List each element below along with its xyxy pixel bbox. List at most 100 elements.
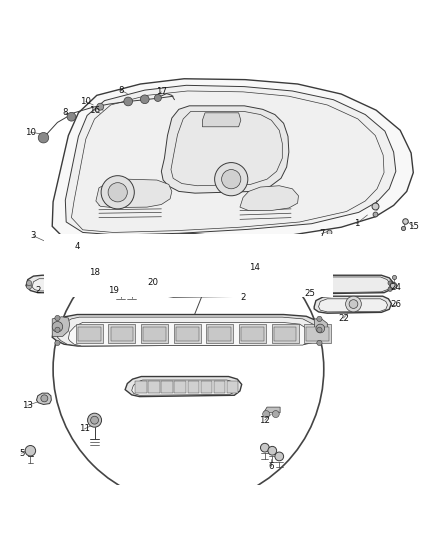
Polygon shape — [374, 279, 385, 290]
Polygon shape — [52, 317, 70, 336]
Circle shape — [246, 290, 251, 295]
Polygon shape — [65, 85, 396, 235]
Polygon shape — [76, 324, 103, 343]
Polygon shape — [206, 324, 233, 343]
Text: 6: 6 — [268, 462, 274, 471]
Circle shape — [106, 285, 112, 289]
Circle shape — [52, 321, 63, 332]
Polygon shape — [211, 285, 219, 294]
Polygon shape — [337, 279, 347, 290]
Polygon shape — [68, 322, 311, 346]
Text: 13: 13 — [22, 401, 33, 410]
Polygon shape — [70, 280, 78, 289]
Circle shape — [388, 281, 392, 285]
Circle shape — [141, 95, 149, 103]
Text: 25: 25 — [304, 289, 315, 298]
Text: 10: 10 — [25, 127, 36, 136]
Polygon shape — [185, 285, 193, 294]
Polygon shape — [77, 262, 272, 287]
Text: 16: 16 — [89, 106, 100, 115]
Polygon shape — [135, 381, 147, 393]
Polygon shape — [143, 327, 166, 341]
Polygon shape — [109, 324, 135, 343]
Text: 22: 22 — [338, 313, 349, 322]
Polygon shape — [167, 285, 175, 294]
Polygon shape — [202, 113, 241, 127]
Text: 14: 14 — [249, 263, 260, 272]
Circle shape — [55, 340, 60, 345]
Text: 18: 18 — [89, 268, 100, 277]
Circle shape — [222, 169, 241, 189]
Polygon shape — [194, 285, 201, 294]
Polygon shape — [176, 327, 198, 341]
Circle shape — [101, 176, 134, 209]
Circle shape — [261, 443, 269, 452]
Polygon shape — [313, 279, 323, 290]
Text: 17: 17 — [156, 87, 167, 96]
Polygon shape — [362, 279, 373, 290]
Polygon shape — [314, 319, 327, 336]
Text: 24: 24 — [390, 283, 401, 292]
Polygon shape — [26, 275, 109, 293]
Polygon shape — [161, 106, 289, 193]
Circle shape — [124, 97, 133, 106]
Polygon shape — [202, 285, 210, 294]
Circle shape — [106, 280, 112, 286]
Circle shape — [152, 276, 161, 285]
Polygon shape — [161, 282, 246, 296]
Polygon shape — [40, 280, 48, 289]
Circle shape — [97, 103, 104, 110]
Polygon shape — [201, 381, 212, 393]
Circle shape — [317, 340, 322, 345]
Text: 15: 15 — [408, 222, 419, 231]
Circle shape — [158, 276, 166, 285]
Circle shape — [272, 410, 279, 417]
Text: 10: 10 — [80, 97, 92, 106]
Polygon shape — [125, 376, 242, 397]
Circle shape — [317, 327, 322, 333]
Polygon shape — [79, 280, 87, 289]
Polygon shape — [306, 327, 329, 341]
Polygon shape — [214, 381, 225, 393]
Circle shape — [127, 281, 137, 292]
Circle shape — [38, 133, 49, 143]
Polygon shape — [314, 296, 392, 313]
Circle shape — [88, 413, 102, 427]
Polygon shape — [227, 381, 238, 393]
Polygon shape — [57, 317, 317, 346]
Polygon shape — [301, 275, 394, 294]
Polygon shape — [208, 327, 231, 341]
Polygon shape — [148, 381, 159, 393]
Text: 8: 8 — [63, 108, 68, 117]
Polygon shape — [307, 277, 390, 293]
Text: 7: 7 — [319, 229, 325, 238]
Polygon shape — [350, 279, 360, 290]
Polygon shape — [78, 327, 101, 341]
Polygon shape — [111, 327, 133, 341]
Circle shape — [388, 287, 392, 292]
Circle shape — [25, 446, 35, 456]
Text: 11: 11 — [79, 424, 90, 433]
Polygon shape — [52, 314, 323, 346]
Circle shape — [41, 395, 48, 402]
Text: 4: 4 — [74, 243, 80, 252]
Polygon shape — [132, 380, 237, 395]
Text: 3: 3 — [31, 231, 36, 240]
Circle shape — [116, 281, 126, 292]
Polygon shape — [174, 381, 186, 393]
Circle shape — [26, 280, 32, 286]
Circle shape — [154, 288, 159, 294]
Polygon shape — [229, 285, 237, 294]
Text: 2: 2 — [240, 293, 246, 302]
Circle shape — [108, 183, 127, 202]
Polygon shape — [272, 324, 299, 343]
Text: 20: 20 — [147, 278, 158, 287]
Text: 1: 1 — [354, 219, 359, 228]
Polygon shape — [325, 279, 335, 290]
Circle shape — [304, 287, 308, 292]
Circle shape — [55, 327, 60, 333]
Polygon shape — [141, 324, 168, 343]
Polygon shape — [239, 324, 266, 343]
Polygon shape — [86, 265, 265, 285]
Polygon shape — [49, 280, 57, 289]
